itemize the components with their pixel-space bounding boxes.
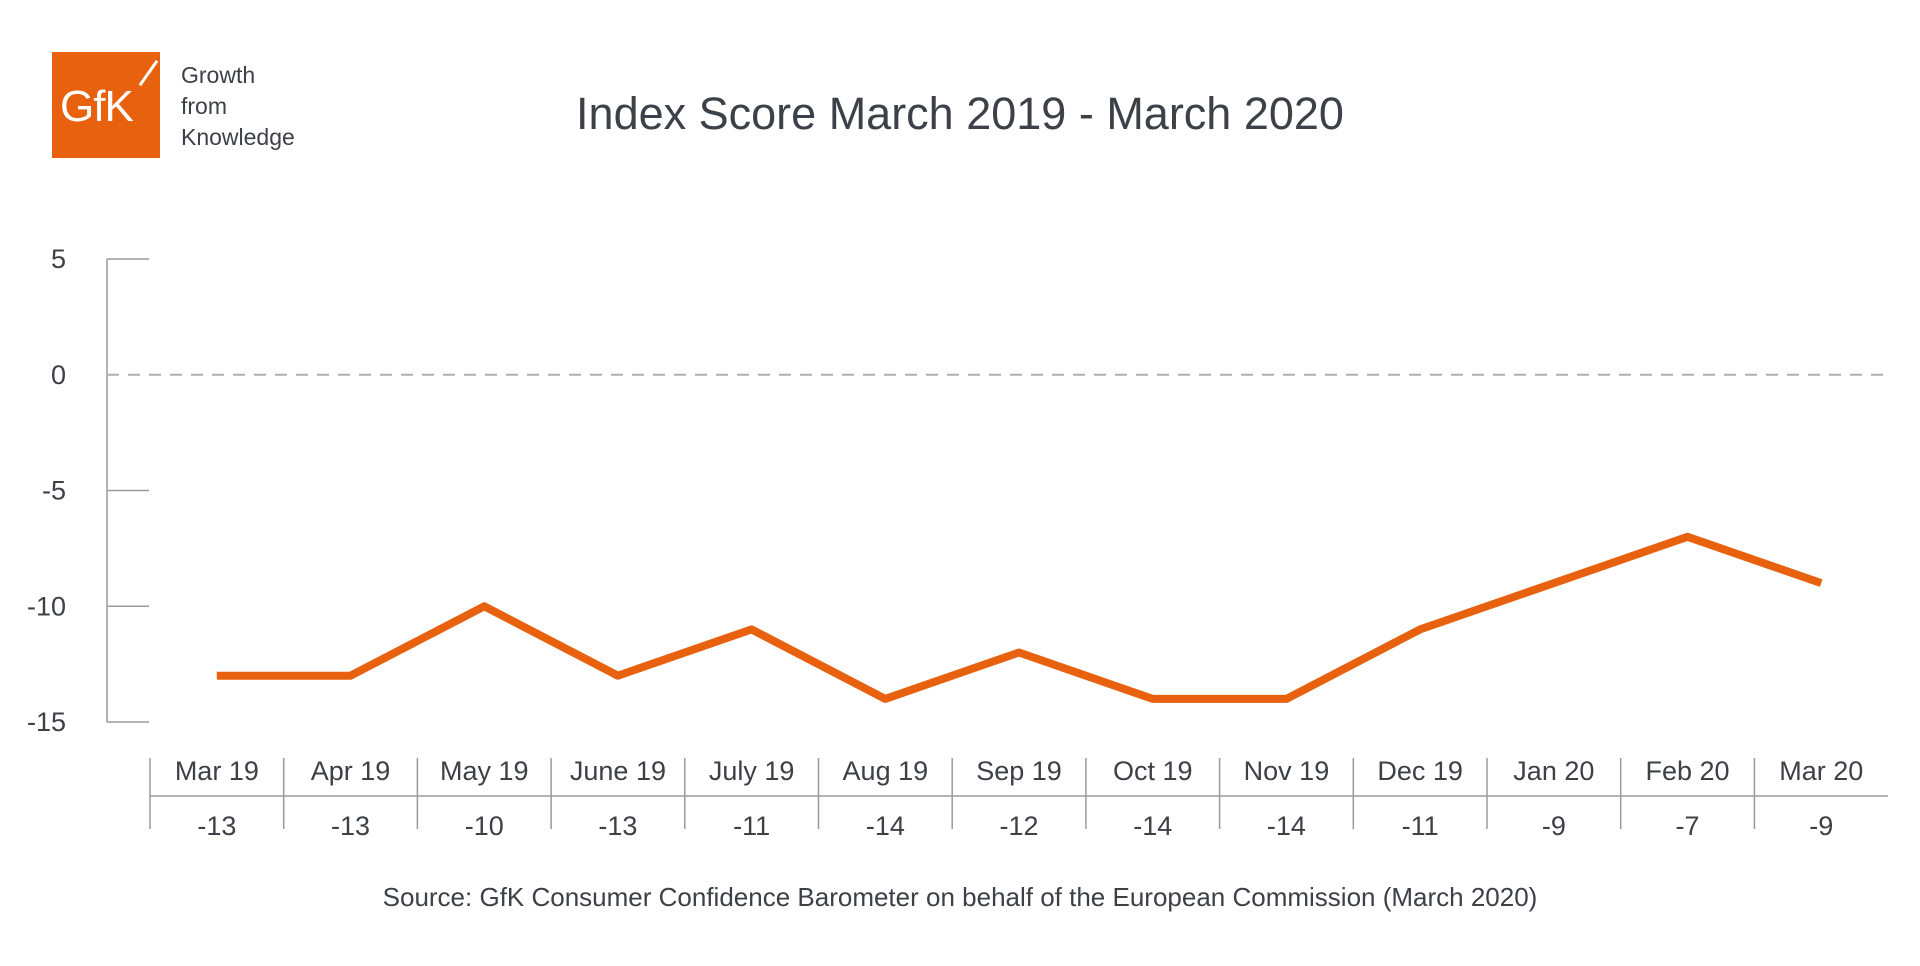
x-category-label: Nov 19	[1244, 756, 1330, 786]
chart-title: Index Score March 2019 - March 2020	[576, 88, 1344, 139]
data-value-label: -9	[1542, 811, 1566, 841]
data-value-label: -14	[866, 811, 905, 841]
data-value-label: -11	[733, 811, 770, 841]
tagline-line-3: Knowledge	[181, 124, 295, 150]
x-category-label: Aug 19	[843, 756, 929, 786]
y-tick-label: 0	[51, 360, 66, 390]
data-value-label: -14	[1267, 811, 1306, 841]
chart-source-note: Source: GfK Consumer Confidence Baromete…	[382, 882, 1538, 912]
data-value-label: -10	[465, 811, 504, 841]
data-value-label: -7	[1676, 811, 1700, 841]
logo-text: GfK	[60, 82, 134, 131]
series-layer	[216, 532, 1823, 703]
y-tick-label: -15	[27, 707, 66, 737]
x-category-label: Sep 19	[976, 756, 1062, 786]
data-value-label: -13	[598, 811, 637, 841]
data-value-label: -13	[331, 811, 370, 841]
x-category-label: Feb 20	[1646, 756, 1730, 786]
data-value-label: -14	[1133, 811, 1172, 841]
y-tick-label: 5	[51, 244, 66, 274]
tagline-line-1: Growth	[181, 62, 256, 88]
tagline-line-2: from	[181, 93, 227, 119]
brand-tagline: Growth from Knowledge	[181, 60, 295, 153]
x-category-label: Dec 19	[1377, 756, 1463, 786]
data-value-label: -11	[1402, 811, 1439, 841]
x-category-label: Oct 19	[1113, 756, 1193, 786]
data-value-label: -13	[197, 811, 236, 841]
x-category-label: July 19	[709, 756, 795, 786]
x-category-label: Mar 20	[1779, 756, 1863, 786]
gfk-logo: GfK	[52, 52, 160, 158]
data-value-label: -12	[1000, 811, 1039, 841]
y-tick-label: -10	[27, 591, 66, 621]
x-category-label: Mar 19	[175, 756, 259, 786]
series-line	[216, 532, 1823, 703]
x-category-label: Jan 20	[1513, 756, 1594, 786]
x-category-label: Apr 19	[311, 756, 391, 786]
x-category-label: May 19	[440, 756, 529, 786]
data-value-label: -9	[1809, 811, 1833, 841]
y-tick-label: -5	[42, 476, 66, 506]
x-category-label: June 19	[570, 756, 666, 786]
axis-layer: 5 0 -5 -10 -15	[27, 244, 1890, 737]
data-table: Mar 19 Apr 19 May 19 June 19 July 19 Aug 19 Se…	[149, 756, 1889, 841]
